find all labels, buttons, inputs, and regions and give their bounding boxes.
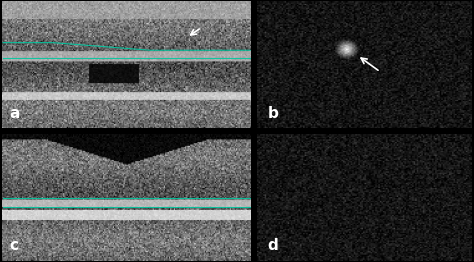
Text: d: d [267, 238, 278, 253]
Text: b: b [267, 106, 278, 121]
Text: c: c [10, 238, 19, 253]
Text: a: a [10, 106, 20, 121]
